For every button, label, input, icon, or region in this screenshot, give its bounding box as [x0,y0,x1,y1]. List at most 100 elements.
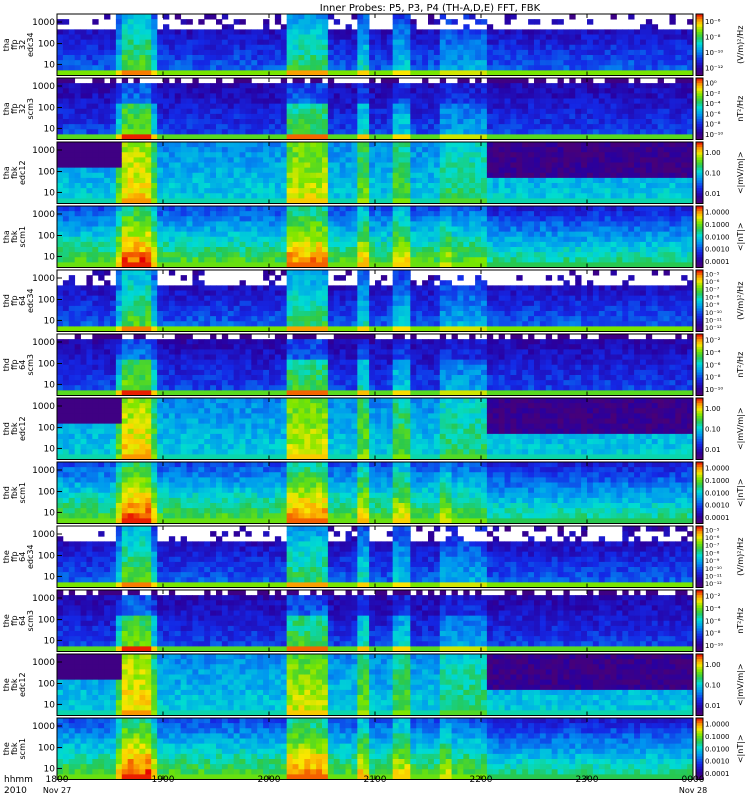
heatmap-cell [545,55,553,61]
heatmap-cell [192,247,199,253]
heatmap-cell [139,60,146,66]
heatmap-cell [622,162,629,169]
heatmap-cell [68,206,76,212]
heatmap-cell [675,198,682,204]
heatmap-cell [410,216,417,222]
heatmap-cell [157,226,164,233]
heatmap-cell [333,108,341,115]
heatmap-cell [298,152,305,158]
colorbar-swatch [696,39,703,43]
heatmap-cell [463,65,470,71]
heatmap-cell [163,108,170,115]
heatmap-cell [269,34,276,41]
heatmap-cell [345,252,352,258]
heatmap-cell [110,88,117,94]
heatmap-cell [333,252,341,258]
heatmap-cell [404,55,411,61]
heatmap-cell [528,188,535,194]
heatmap-cell [180,65,187,71]
heatmap-cell [180,157,187,163]
heatmap-cell [221,162,229,169]
heatmap-cell [104,252,111,258]
heatmap-cell [92,262,99,268]
heatmap-cell [286,226,293,233]
heatmap-cell [68,134,76,140]
heatmap-cell [98,231,105,238]
heatmap-cell [62,55,70,61]
heatmap-cell [392,172,399,179]
heatmap-cell [127,152,134,158]
heatmap-cell [410,134,417,140]
heatmap-cell [174,198,182,204]
heatmap-cell [92,49,99,56]
heatmap-cell [598,157,606,163]
heatmap-cell [139,211,146,217]
heatmap-cell [663,152,670,158]
heatmap-cell [634,93,641,99]
heatmap-cell [492,39,500,46]
heatmap-cell [221,257,229,263]
heatmap-cell [616,262,623,268]
heatmap-cell [351,231,358,238]
heatmap-cell [598,98,606,105]
heatmap-cell [115,167,123,174]
heatmap-cell [257,55,264,61]
heatmap-cell [74,55,81,61]
heatmap-cell [640,206,647,212]
heatmap-cell [451,241,458,248]
heatmap-cell [439,152,447,158]
colorbar-swatch [696,80,703,84]
heatmap-cell [457,44,464,51]
heatmap-cell [663,183,670,189]
heatmap-cell [298,157,305,163]
heatmap-cell [569,216,576,222]
heatmap-cell [469,221,476,227]
heatmap-cell [221,34,229,41]
heatmap-cell [216,262,223,268]
heatmap-cell [251,193,258,199]
heatmap-cell [62,83,70,89]
heatmap-cell [180,241,187,248]
heatmap-cell [298,198,305,204]
colorbar-swatch [696,154,703,158]
heatmap-cell [151,188,158,194]
heatmap-cell [569,211,576,217]
heatmap-cell [445,206,452,212]
heatmap-cell [257,29,264,35]
heatmap-cell [628,70,635,76]
heatmap-cell [351,49,358,56]
heatmap-cell [298,236,305,243]
heatmap-cell [233,221,240,227]
heatmap-cell [610,103,617,110]
heatmap-cell [375,98,382,105]
heatmap-cell [127,49,134,56]
heatmap-cell [263,119,270,125]
heatmap-cell [157,241,164,248]
heatmap-cell [345,188,352,194]
heatmap-cell [68,60,76,66]
heatmap-cell [316,14,323,20]
colorbar-swatch [696,72,703,76]
heatmap-cell [345,221,352,227]
heatmap-cell [292,206,299,212]
heatmap-cell [151,108,158,115]
heatmap-cell [274,262,282,268]
heatmap-cell [286,216,293,222]
heatmap-cell [463,231,470,238]
colorbar-swatch [696,113,703,117]
heatmap-cell [239,129,246,135]
heatmap-cell [239,206,246,212]
heatmap-cell [86,236,93,243]
heatmap-cell [416,44,423,51]
heatmap-cell [180,129,187,135]
heatmap-cell [492,198,500,204]
heatmap-cell [557,152,564,158]
heatmap-cell [233,124,240,130]
heatmap-cell [398,39,405,46]
heatmap-cell [492,231,500,238]
heatmap-cell [416,183,423,189]
heatmap-cell [104,152,111,158]
heatmap-cell [133,134,140,140]
heatmap-cell [498,147,505,153]
